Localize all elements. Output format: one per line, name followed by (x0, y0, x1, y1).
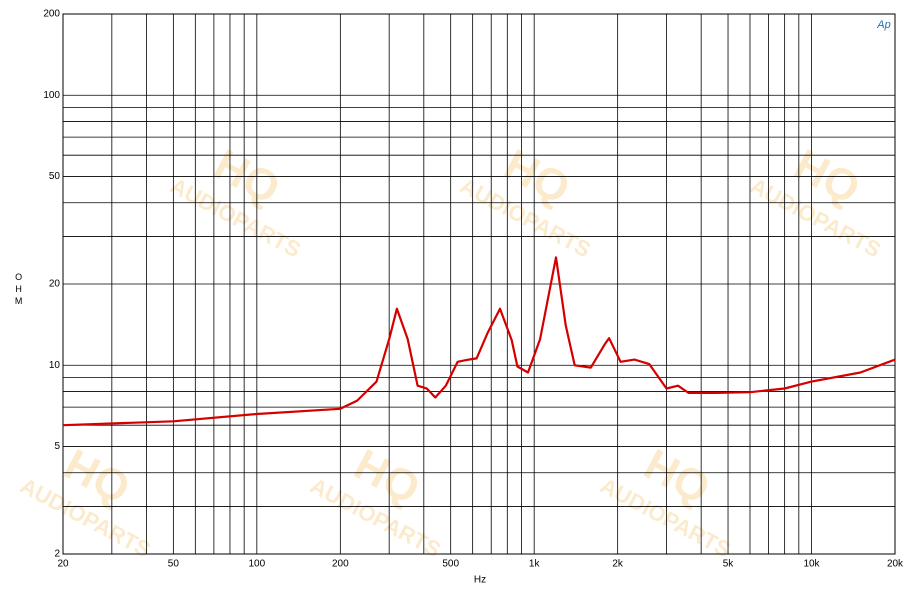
x-tick-label: 100 (249, 559, 266, 570)
x-tick-label: 20 (57, 559, 69, 570)
x-tick-label: 500 (442, 559, 459, 570)
x-tick-label: 2k (612, 559, 624, 570)
y-tick-label: 20 (49, 279, 61, 290)
x-tick-label: 5k (723, 559, 735, 570)
y-tick-label: 2 (54, 549, 60, 560)
x-tick-label: 10k (803, 559, 820, 570)
y-tick-label: 50 (49, 171, 61, 182)
x-tick-label: 50 (168, 559, 180, 570)
x-tick-label: 1k (529, 559, 541, 570)
x-axis-label: Hz (474, 575, 486, 586)
x-tick-label: 200 (332, 559, 349, 570)
y-axis-label: OHM (14, 272, 24, 308)
y-tick-label: 10 (49, 360, 61, 371)
y-tick-label: 100 (43, 90, 60, 101)
y-tick-label: 200 (43, 9, 60, 20)
y-tick-label: 5 (54, 441, 60, 452)
impedance-line (62, 256, 896, 427)
x-tick-label: 20k (887, 559, 904, 570)
logo: Ap (876, 19, 890, 31)
